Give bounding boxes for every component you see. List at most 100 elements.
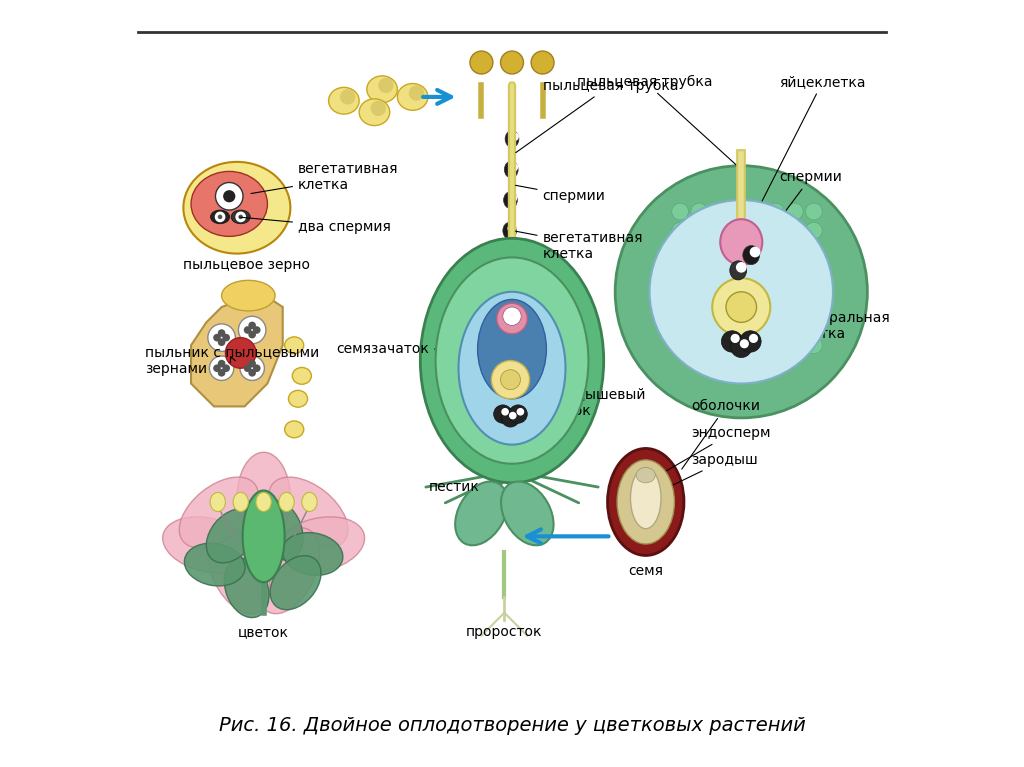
Ellipse shape — [672, 222, 688, 239]
Circle shape — [371, 100, 386, 116]
Circle shape — [378, 77, 393, 93]
Circle shape — [502, 408, 509, 416]
Circle shape — [503, 307, 521, 325]
Circle shape — [340, 89, 355, 104]
Circle shape — [492, 360, 529, 399]
Circle shape — [244, 326, 252, 334]
Ellipse shape — [497, 303, 527, 334]
Ellipse shape — [225, 337, 256, 368]
Ellipse shape — [806, 222, 822, 239]
Circle shape — [218, 360, 225, 367]
Ellipse shape — [184, 543, 245, 586]
Circle shape — [736, 262, 746, 273]
Circle shape — [223, 190, 236, 202]
Circle shape — [213, 334, 221, 341]
Ellipse shape — [210, 492, 225, 512]
Ellipse shape — [283, 532, 343, 575]
Ellipse shape — [191, 172, 267, 236]
Ellipse shape — [631, 468, 662, 528]
Ellipse shape — [720, 219, 762, 265]
Circle shape — [730, 334, 739, 343]
Ellipse shape — [806, 242, 822, 258]
Ellipse shape — [270, 555, 321, 610]
Text: вегетативная
клетка: вегетативная клетка — [515, 231, 643, 261]
Circle shape — [249, 331, 256, 338]
Ellipse shape — [274, 517, 365, 573]
Ellipse shape — [257, 528, 319, 614]
Circle shape — [218, 338, 225, 346]
Ellipse shape — [285, 337, 304, 354]
Circle shape — [253, 364, 260, 372]
Circle shape — [509, 163, 518, 172]
Ellipse shape — [455, 482, 508, 545]
Ellipse shape — [767, 203, 784, 220]
Text: яйцеклетка: яйцеклетка — [746, 74, 866, 232]
Ellipse shape — [729, 203, 745, 220]
Text: пыльцевая трубка: пыльцевая трубка — [577, 74, 739, 168]
Ellipse shape — [501, 482, 554, 545]
Ellipse shape — [636, 468, 655, 483]
Ellipse shape — [163, 517, 253, 573]
Circle shape — [236, 212, 246, 222]
Ellipse shape — [730, 261, 746, 280]
Ellipse shape — [269, 477, 348, 548]
Circle shape — [531, 51, 554, 74]
Ellipse shape — [206, 509, 257, 563]
Ellipse shape — [806, 318, 822, 334]
Text: семя: семя — [629, 564, 664, 578]
Ellipse shape — [503, 222, 516, 239]
Ellipse shape — [289, 390, 307, 407]
Circle shape — [218, 369, 225, 377]
Ellipse shape — [691, 203, 708, 220]
Text: Рис. 16. Двойное оплодотворение у цветковых растений: Рис. 16. Двойное оплодотворение у цветко… — [219, 716, 805, 735]
Ellipse shape — [258, 501, 303, 560]
Ellipse shape — [183, 162, 291, 254]
Circle shape — [249, 360, 256, 367]
Ellipse shape — [285, 421, 304, 438]
Circle shape — [726, 291, 757, 322]
Ellipse shape — [329, 87, 359, 114]
Ellipse shape — [505, 161, 518, 178]
Ellipse shape — [617, 460, 675, 544]
Text: центральная
клетка: центральная клетка — [767, 308, 891, 341]
Circle shape — [239, 316, 266, 344]
Circle shape — [215, 212, 225, 222]
Circle shape — [494, 405, 512, 423]
Text: пыльник с пыльцевыми
зернами: пыльник с пыльцевыми зернами — [145, 345, 319, 376]
Circle shape — [240, 356, 264, 380]
Circle shape — [215, 183, 243, 210]
Text: два спермия: два спермия — [240, 217, 391, 234]
Circle shape — [249, 321, 256, 329]
Ellipse shape — [742, 245, 760, 265]
Ellipse shape — [672, 203, 688, 220]
Text: проросток: проросток — [466, 625, 543, 639]
Text: спермии: спермии — [515, 186, 605, 203]
Ellipse shape — [221, 280, 275, 311]
Circle shape — [649, 200, 833, 384]
Text: пыльцевое зерно: пыльцевое зерно — [183, 258, 310, 272]
Circle shape — [218, 215, 222, 219]
Ellipse shape — [359, 99, 390, 126]
Circle shape — [501, 370, 520, 390]
Text: вегетативная
клетка: вегетативная клетка — [251, 162, 398, 193]
Ellipse shape — [504, 192, 517, 209]
Text: зародышевый
мешок: зародышевый мешок — [515, 369, 646, 418]
Circle shape — [509, 405, 527, 423]
Circle shape — [218, 329, 225, 337]
Ellipse shape — [672, 337, 688, 354]
Ellipse shape — [292, 367, 311, 384]
Circle shape — [749, 334, 758, 343]
Text: пыльцевая трубка: пыльцевая трубка — [516, 78, 678, 153]
Circle shape — [409, 85, 424, 100]
Ellipse shape — [806, 203, 822, 220]
Ellipse shape — [435, 258, 589, 464]
Text: спермии: спермии — [755, 170, 843, 253]
Ellipse shape — [208, 528, 270, 614]
Circle shape — [510, 132, 519, 141]
Circle shape — [508, 193, 517, 202]
Circle shape — [615, 166, 867, 418]
Circle shape — [222, 364, 230, 372]
Ellipse shape — [367, 76, 397, 103]
Circle shape — [509, 412, 516, 420]
Circle shape — [213, 364, 221, 372]
